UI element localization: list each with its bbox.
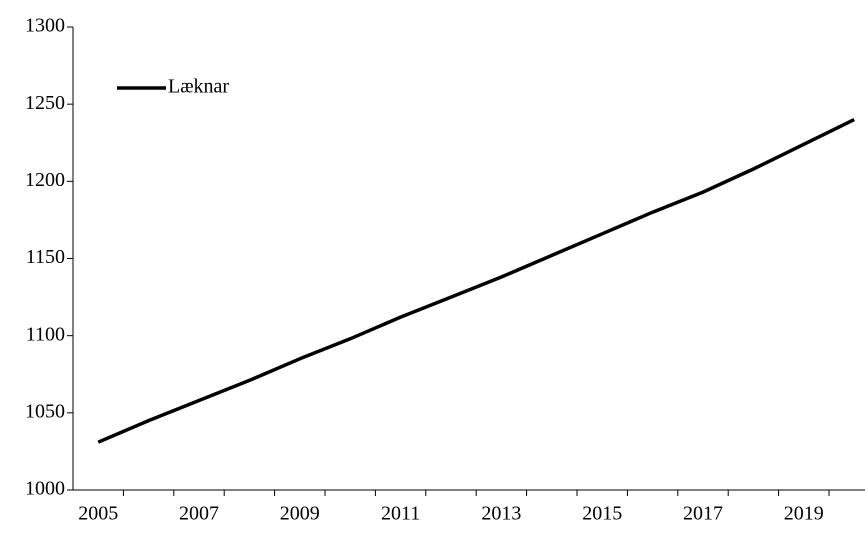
x-tick-label: 2011 (381, 503, 420, 525)
x-tick-label: 2009 (280, 503, 320, 525)
x-tick-label: 2019 (784, 503, 824, 525)
series-line (97, 118, 855, 444)
x-tick-label: 2007 (179, 503, 219, 525)
x-tick-label: 2013 (481, 503, 521, 525)
y-tick-label: 1150 (26, 246, 65, 268)
x-tick-label: 2015 (582, 503, 622, 525)
y-tick-label: 1000 (25, 478, 65, 500)
y-tick-label: 1050 (25, 400, 65, 422)
x-tick-label: 2017 (683, 503, 723, 525)
legend-label: Læknar (168, 76, 229, 98)
y-tick-label: 1100 (26, 323, 65, 345)
x-tick-label: 2005 (78, 503, 118, 525)
y-tick-label: 1300 (25, 15, 65, 37)
y-tick-label: 1200 (25, 169, 65, 191)
y-tick-label: 1250 (25, 92, 65, 114)
